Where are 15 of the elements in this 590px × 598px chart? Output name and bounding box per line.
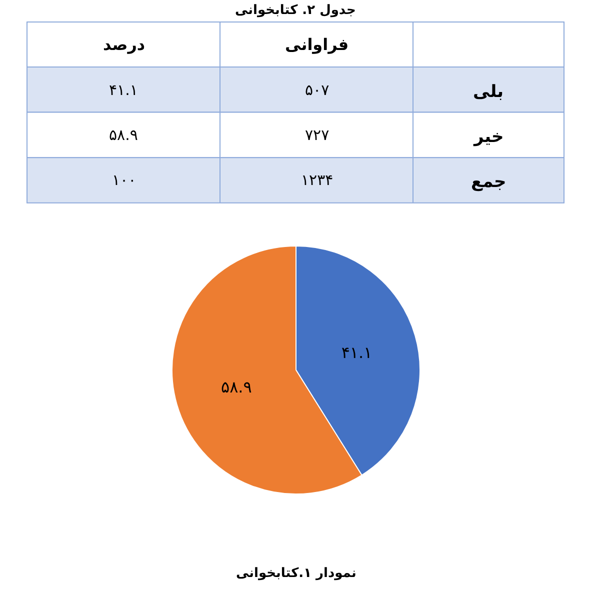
text: ۱۲۳۴ xyxy=(301,171,334,189)
text: ۵۸.۹ xyxy=(109,126,138,144)
text: ۱۰۰ xyxy=(112,171,136,189)
category-label: فراوانی xyxy=(285,35,349,54)
text: جدول ۲. کتابخوانی xyxy=(235,3,356,18)
category-label: جمع xyxy=(471,172,506,192)
data-label: ۵۸.۹ xyxy=(220,378,252,397)
text: نمودار ۱.کتابخوانی xyxy=(236,566,356,581)
text: ۴۱.۱ xyxy=(109,81,138,99)
category-label: درصد xyxy=(103,35,146,54)
category-label: خیر xyxy=(474,127,504,147)
data-label: ۴۱.۱ xyxy=(341,343,372,362)
text: ۷۲۷ xyxy=(305,126,330,144)
category-label: بلی xyxy=(473,82,504,102)
text: ۵۰۷ xyxy=(305,81,330,99)
